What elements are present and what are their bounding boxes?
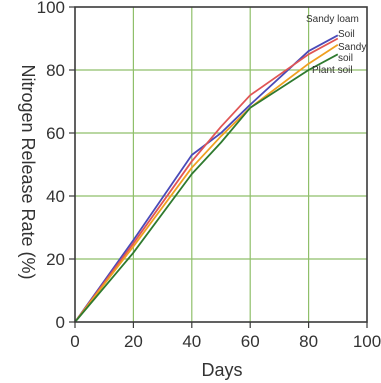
y-tick-label: 100 <box>37 0 65 17</box>
series-line-sandy-soil <box>74 44 339 323</box>
series-label: soil <box>338 53 353 64</box>
series-label: Soil <box>338 29 355 40</box>
series-line-sandy-loam <box>74 34 339 323</box>
x-tick-label: 40 <box>182 332 201 351</box>
x-tick-label: 0 <box>70 332 79 351</box>
y-tick-label: 60 <box>46 124 65 143</box>
y-axis-ticks: 0 20 40 60 80 100 <box>37 0 75 332</box>
y-tick-label: 40 <box>46 187 65 206</box>
series-line-plant-soil <box>74 53 339 323</box>
plot-border <box>74 6 368 323</box>
plot-frame <box>74 6 368 323</box>
y-tick-label: 0 <box>56 313 65 332</box>
y-tick-label: 80 <box>46 61 65 80</box>
x-tick-label: 100 <box>353 332 381 351</box>
x-axis-title: Days <box>201 360 242 380</box>
x-tick-label: 60 <box>241 332 260 351</box>
series-label: Sandy loam <box>306 14 359 25</box>
series-line-soil <box>74 37 339 323</box>
series-lines <box>74 34 339 323</box>
x-tick-label: 80 <box>299 332 318 351</box>
x-axis-ticks: 0 20 40 60 80 100 <box>70 322 381 351</box>
series-label: Plant soil <box>312 65 353 76</box>
series-label: Sandy <box>338 42 366 53</box>
y-tick-label: 20 <box>46 250 65 269</box>
x-tick-label: 20 <box>124 332 143 351</box>
y-axis-title: Nitrogen Release Rate (%) <box>18 64 38 279</box>
